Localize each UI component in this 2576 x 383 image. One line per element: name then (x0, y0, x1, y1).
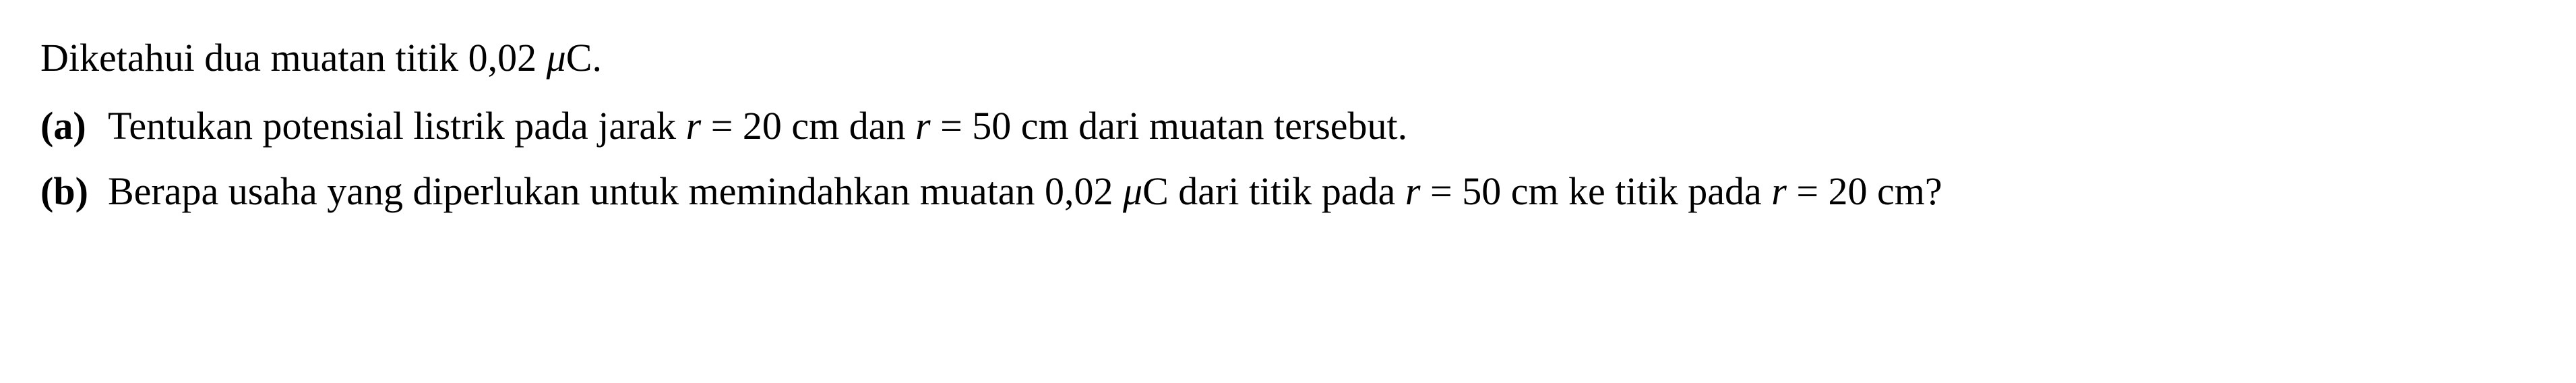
a-text-2: = 20 cm dan (701, 104, 915, 148)
item-b-label: (b) (40, 160, 108, 223)
intro-text-1: Diketahui dua muatan titik 0,02 (40, 36, 547, 80)
b-text-1: Berapa usaha yang diperlukan untuk memin… (108, 169, 1123, 213)
micro-symbol: μ (547, 36, 566, 80)
item-b: (b) Berapa usaha yang diperlukan untuk m… (40, 160, 2536, 223)
item-a-text: Tentukan potensial listrik pada jarak r … (108, 95, 2536, 158)
b-text-4: = 20 cm? (1787, 169, 1942, 213)
a-text-3: = 50 cm dari muatan tersebut. (931, 104, 1408, 148)
b-var-r2: r (1771, 169, 1787, 213)
intro-line: Diketahui dua muatan titik 0,02 μC. (40, 27, 2536, 90)
b-text-2: C dari titik pada (1142, 169, 1405, 213)
item-b-text: Berapa usaha yang diperlukan untuk memin… (108, 160, 2536, 223)
a-var-r1: r (686, 104, 702, 148)
a-text-1: Tentukan potensial listrik pada jarak (108, 104, 686, 148)
problem-text: Diketahui dua muatan titik 0,02 μC. (a) … (40, 27, 2536, 223)
a-var-r2: r (915, 104, 931, 148)
item-a: (a) Tentukan potensial listrik pada jara… (40, 95, 2536, 158)
b-micro-symbol: μ (1123, 169, 1142, 213)
b-var-r1: r (1405, 169, 1421, 213)
intro-text-2: C. (566, 36, 602, 80)
b-text-3: = 50 cm ke titik pada (1420, 169, 1771, 213)
item-a-label: (a) (40, 95, 108, 158)
